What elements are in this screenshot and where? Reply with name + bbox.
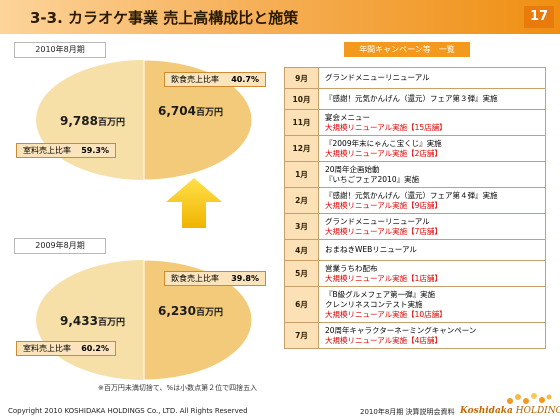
campaign-line: 20周年キャラクターネーミングキャンペーン — [325, 325, 477, 335]
campaign-month: 5月 — [284, 260, 319, 287]
food-rate-box-2010: 飲食売上比率 40.7% — [164, 72, 266, 87]
campaign-renewal-line: 大規模リニューアル実施【2店舗】 — [325, 148, 442, 158]
campaign-month: 11月 — [284, 109, 319, 136]
campaign-table: 9月 グランドメニューリニューアル 10月 『感謝！元気かんげん（還元）フェア第３弾』… — [284, 67, 546, 349]
campaign-month: 6月 — [284, 286, 319, 323]
food-rate-percent: 39.8% — [231, 274, 259, 283]
company-logo: Koshidaka HOLDINGS — [460, 406, 560, 416]
pie-slice-food-2009 — [143, 259, 253, 380]
room-amount-value: 9,788 — [60, 114, 98, 128]
campaign-description: 『感謝！元気かんげん（還元）フェア第３弾』実施 — [318, 88, 546, 110]
room-amount-2009: 9,433百万円 — [60, 314, 125, 328]
food-amount-value: 6,704 — [158, 104, 196, 118]
campaign-row: 2月 『感謝！元気かんげん（還元）フェア第４弾』実施 大規模リニューアル実施【9店舗… — [284, 187, 546, 214]
campaign-row: 6月 『B級グルメフェア第一弾』実施 クレンリネスコンテスト実施 大規模リニューアル実… — [284, 286, 546, 323]
page-number: 17 — [524, 6, 554, 28]
food-rate-label: 飲食売上比率 — [171, 274, 219, 283]
campaign-renewal-line: 大規模リニューアル実施【10店舗】 — [325, 309, 447, 319]
food-amount-unit: 百万円 — [195, 108, 223, 118]
room-rate-box-2009: 室料売上比率 60.2% — [16, 341, 116, 356]
food-rate-label: 飲食売上比率 — [171, 75, 219, 84]
campaign-title: 年間キャンペーン等 一覧 — [344, 42, 470, 57]
campaign-description: グランドメニューリニューアル — [318, 67, 546, 89]
campaign-line: 『いちごフェア2010』実施 — [325, 174, 420, 184]
campaign-month: 4月 — [284, 239, 319, 261]
campaign-month: 7月 — [284, 322, 319, 349]
campaign-line: 『2009年末にゃんこ宝くじ』実施 — [325, 138, 442, 148]
room-rate-percent: 59.3% — [81, 146, 109, 155]
campaign-row: 10月 『感謝！元気かんげん（還元）フェア第３弾』実施 — [284, 88, 546, 110]
campaign-row: 1月 20周年企画始動 『いちごフェア2010』実施 — [284, 161, 546, 188]
campaign-line: 『感謝！元気かんげん（還元）フェア第４弾』実施 — [325, 190, 498, 200]
campaign-renewal-line: 大規模リニューアル実施【15店舗】 — [325, 122, 447, 132]
food-rate-percent: 40.7% — [231, 75, 259, 84]
pie-slice-food-2010 — [143, 59, 253, 180]
campaign-line: 『B級グルメフェア第一弾』実施 — [325, 289, 436, 299]
campaign-row: 12月 『2009年末にゃんこ宝くじ』実施 大規模リニューアル実施【2店舗】 — [284, 135, 546, 162]
room-rate-percent: 60.2% — [81, 344, 109, 353]
room-amount-2010: 9,788百万円 — [60, 114, 125, 128]
campaign-row: 5月 営業うちわ配布 大規模リニューアル実施【1店舗】 — [284, 260, 546, 287]
campaign-line: 宴会メニュー — [325, 112, 370, 122]
copyright: Copyright 2010 KOSHIDAKA HOLDINGS Co., L… — [8, 407, 248, 415]
campaign-month: 3月 — [284, 213, 319, 240]
logo-main: Koshidaka — [460, 406, 513, 416]
campaign-description: 20周年キャラクターネーミングキャンペーン 大規模リニューアル実施【4店舗】 — [318, 322, 546, 349]
room-rate-label: 室料売上比率 — [23, 146, 71, 155]
room-rate-box-2010: 室料売上比率 59.3% — [16, 143, 116, 158]
campaign-month: 12月 — [284, 135, 319, 162]
room-rate-label: 室料売上比率 — [23, 344, 71, 353]
campaign-month: 2月 — [284, 187, 319, 214]
food-amount-unit: 百万円 — [195, 308, 223, 318]
campaign-row: 4月 おまねきWEBリニューアル — [284, 239, 546, 261]
campaign-row: 9月 グランドメニューリニューアル — [284, 67, 546, 89]
campaign-renewal-line: 大規模リニューアル実施【1店舗】 — [325, 273, 442, 283]
campaign-month: 9月 — [284, 67, 319, 89]
slide-header: 3-3. カラオケ事業 売上高構成比と施策 17 — [0, 0, 560, 34]
campaign-line: 『感謝！元気かんげん（還元）フェア第３弾』実施 — [325, 94, 498, 103]
logo-sub: HOLDINGS — [515, 406, 560, 416]
period-label-2010: 2010年8月期 — [14, 42, 106, 58]
food-amount-2009: 6,230百万円 — [158, 304, 223, 318]
campaign-description: 20周年企画始動 『いちごフェア2010』実施 — [318, 161, 546, 188]
campaign-renewal-line: 大規模リニューアル実施【9店舗】 — [325, 200, 442, 210]
campaign-line: グランドメニューリニューアル — [325, 216, 430, 226]
campaign-renewal-line: 大規模リニューアル実施【4店舗】 — [325, 335, 442, 345]
document-title: 2010年8月期 決算説明会資料 — [360, 408, 455, 416]
room-amount-value: 9,433 — [60, 314, 98, 328]
campaign-line: 20周年企画始動 — [325, 164, 380, 174]
up-arrow-icon — [166, 178, 222, 228]
campaign-line: 営業うちわ配布 — [325, 263, 378, 273]
campaign-month: 10月 — [284, 88, 319, 110]
campaign-description: 宴会メニュー 大規模リニューアル実施【15店舗】 — [318, 109, 546, 136]
campaign-month: 1月 — [284, 161, 319, 188]
campaign-line: おまねきWEBリニューアル — [325, 245, 417, 254]
period-label-2009: 2009年8月期 — [14, 238, 106, 254]
campaign-description: 『感謝！元気かんげん（還元）フェア第４弾』実施 大規模リニューアル実施【9店舗】 — [318, 187, 546, 214]
campaign-row: 11月 宴会メニュー 大規模リニューアル実施【15店舗】 — [284, 109, 546, 136]
paw-dots-icon — [507, 393, 552, 404]
room-amount-unit: 百万円 — [97, 118, 125, 128]
food-amount-2010: 6,704百万円 — [158, 104, 223, 118]
campaign-description: 営業うちわ配布 大規模リニューアル実施【1店舗】 — [318, 260, 546, 287]
room-amount-unit: 百万円 — [97, 318, 125, 328]
campaign-row: 7月 20周年キャラクターネーミングキャンペーン 大規模リニューアル実施【4店舗】 — [284, 322, 546, 349]
food-amount-value: 6,230 — [158, 304, 196, 318]
campaign-description: 『B級グルメフェア第一弾』実施 クレンリネスコンテスト実施 大規模リニューアル実施【… — [318, 286, 546, 323]
campaign-row: 3月 グランドメニューリニューアル 大規模リニューアル実施【7店舗】 — [284, 213, 546, 240]
campaign-description: グランドメニューリニューアル 大規模リニューアル実施【7店舗】 — [318, 213, 546, 240]
campaign-description: 『2009年末にゃんこ宝くじ』実施 大規模リニューアル実施【2店舗】 — [318, 135, 546, 162]
campaign-line: クレンリネスコンテスト実施 — [325, 299, 423, 309]
slide-title: 3-3. カラオケ事業 売上高構成比と施策 — [30, 9, 299, 27]
campaign-description: おまねきWEBリニューアル — [318, 239, 546, 261]
food-rate-box-2009: 飲食売上比率 39.8% — [164, 271, 266, 286]
campaign-line: グランドメニューリニューアル — [325, 73, 430, 82]
campaign-renewal-line: 大規模リニューアル実施【7店舗】 — [325, 226, 442, 236]
footnote: ※百万円未満切捨て、%は小数点第２位で四捨五入 — [98, 384, 258, 392]
